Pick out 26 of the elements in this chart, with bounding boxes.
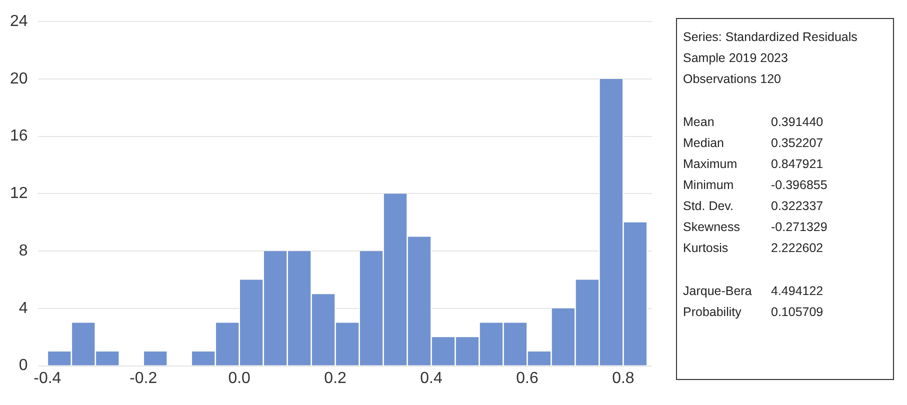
y-tick-label: 24 [10,13,28,30]
text: Mean 0.391440 [683,115,824,129]
y-tick-label: 8 [18,242,28,260]
y-tick-label: 20 [10,70,28,88]
x-tick-label: 0.6 [516,370,538,387]
x-tick-label: 0.8 [612,370,634,387]
y-tick-label: 0 [18,357,28,374]
x-tick-label: 0.2 [324,370,347,387]
x-tick-label: 0.4 [420,370,442,387]
text: Maximum 0.847921 [683,157,824,171]
text: Kurtosis 2.222602 [683,241,824,255]
x-tick-label: 0.0 [228,370,251,387]
text: Series: Standardized Residuals [683,29,858,46]
x-tick-label: -0.4 [34,370,62,387]
text: Std. Dev. 0.322337 [683,199,824,213]
y-tick-label: 4 [18,300,28,317]
text: Jarque-Bera 4.494122 [683,284,824,298]
x-tick-label: -0.2 [130,370,158,387]
text: Sample 2019 2023 [683,50,789,67]
y-tick-label: 16 [10,128,28,145]
text: Probability 0.105709 [683,305,824,319]
text: Minimum -0.396855 [683,178,828,192]
text: Median 0.352207 [683,136,824,150]
y-tick-label: 12 [10,185,28,202]
text: Skewness -0.271329 [683,220,828,234]
text: Observations 120 [683,71,782,88]
